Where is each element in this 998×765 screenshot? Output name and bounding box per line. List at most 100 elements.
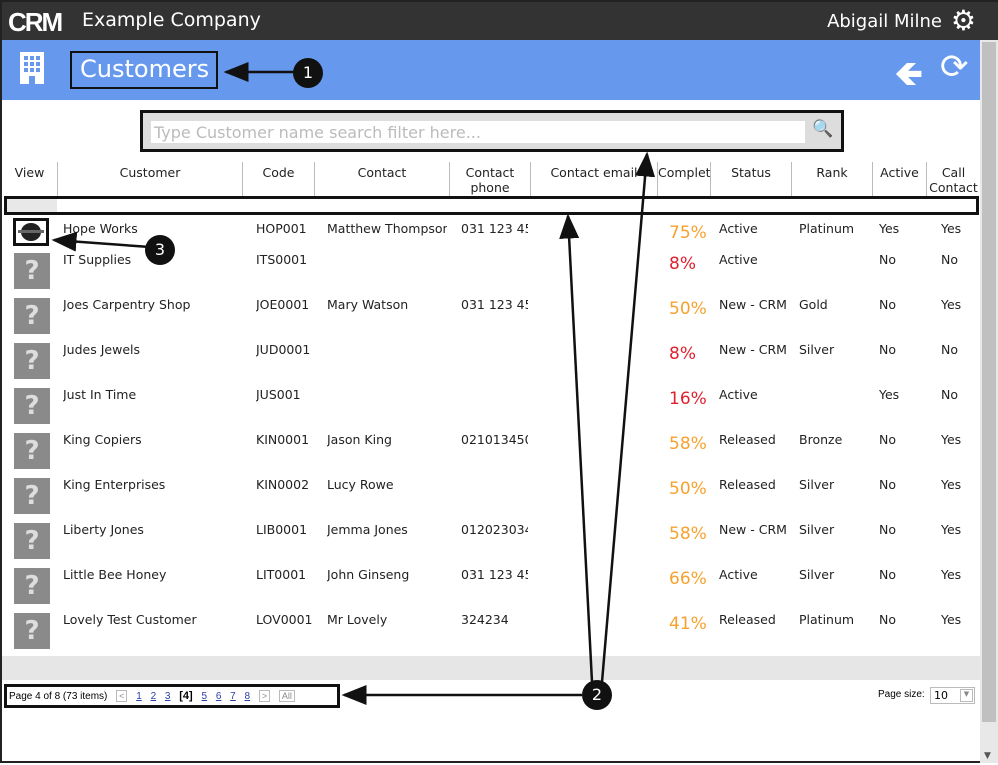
page-link[interactable]: 8 bbox=[244, 690, 251, 702]
page-link[interactable]: 1 bbox=[136, 690, 142, 702]
column-header[interactable]: Customer bbox=[57, 162, 242, 198]
column-header[interactable]: Contact bbox=[314, 162, 449, 198]
user-name[interactable]: Abigail Milne bbox=[827, 11, 942, 32]
cell-complete: 41% bbox=[669, 614, 707, 634]
cell-customer[interactable]: Lovely Test Customer bbox=[63, 612, 197, 627]
cell-rank: Platinum bbox=[799, 612, 855, 627]
show-all-button[interactable]: All bbox=[278, 690, 295, 702]
column-header[interactable]: Active bbox=[872, 162, 926, 198]
cell-status: New - CRM bbox=[719, 522, 787, 537]
cell-active: Yes bbox=[879, 221, 900, 236]
cell-call: Yes bbox=[941, 522, 962, 537]
page-link[interactable]: 2 bbox=[150, 690, 157, 702]
cell-call: No bbox=[941, 387, 958, 402]
cell-complete: 58% bbox=[669, 524, 707, 544]
annotation-badge: 2 bbox=[582, 680, 612, 710]
cell-code: LOV0001 bbox=[256, 612, 312, 627]
column-header[interactable]: Rank bbox=[791, 162, 872, 198]
cell-code: HOP001 bbox=[256, 221, 307, 236]
column-header[interactable]: Complet bbox=[657, 162, 711, 198]
cell-code: LIB0001 bbox=[256, 522, 308, 537]
cell-active: No bbox=[879, 342, 896, 357]
cell-contact: Mr Lovely bbox=[327, 612, 388, 627]
placeholder-image-view-button[interactable]: ? bbox=[14, 433, 50, 469]
cell-phone: 0210134508 bbox=[461, 432, 528, 447]
placeholder-image-view-button[interactable]: ? bbox=[14, 298, 50, 334]
column-header[interactable]: Contact phone bbox=[449, 162, 530, 198]
cell-call: Yes bbox=[941, 432, 962, 447]
cell-customer[interactable]: Joes Carpentry Shop bbox=[63, 297, 191, 312]
search-bar: 🔍 bbox=[140, 110, 844, 152]
column-header[interactable]: Contact email bbox=[530, 162, 657, 198]
cell-code: ITS0001 bbox=[256, 252, 308, 267]
annotation-badge: 1 bbox=[293, 58, 323, 88]
cell-complete: 50% bbox=[669, 479, 707, 499]
gear-icon[interactable]: ⚙ bbox=[950, 4, 976, 37]
cell-rank: Silver bbox=[799, 567, 835, 582]
filter-row[interactable] bbox=[4, 196, 979, 215]
cell-customer[interactable]: Hope Works bbox=[63, 221, 138, 236]
column-header[interactable]: Code bbox=[242, 162, 314, 198]
cell-active: No bbox=[879, 567, 896, 582]
back-arrow-icon[interactable]: 🡸 bbox=[895, 54, 923, 94]
customer-logo-view-button[interactable] bbox=[13, 218, 49, 246]
pager-summary: Page 4 of 8 (73 items) bbox=[9, 690, 108, 702]
next-page-button[interactable]: > bbox=[258, 690, 271, 702]
placeholder-image-view-button[interactable]: ? bbox=[14, 568, 50, 604]
column-header[interactable]: Call Contact bbox=[926, 162, 980, 198]
page-size-select[interactable]: 10 ▼ bbox=[930, 687, 975, 704]
page-link[interactable]: 3 bbox=[164, 690, 171, 702]
placeholder-image-view-button[interactable]: ? bbox=[14, 613, 50, 649]
cell-rank: Silver bbox=[799, 522, 835, 537]
cell-contact: Lucy Rowe bbox=[327, 477, 394, 492]
cell-active: No bbox=[879, 252, 896, 267]
placeholder-image-view-button[interactable]: ? bbox=[14, 523, 50, 559]
title-bar: Customers 🡸 ⟳ bbox=[2, 40, 980, 100]
cell-call: Yes bbox=[941, 567, 962, 582]
chevron-down-icon[interactable]: ▼ bbox=[960, 689, 973, 702]
crm-logo: CRM bbox=[8, 7, 63, 37]
cell-customer[interactable]: King Copiers bbox=[63, 432, 142, 447]
cell-customer[interactable]: IT Supplies bbox=[63, 252, 132, 267]
cell-customer[interactable]: Liberty Jones bbox=[63, 522, 144, 537]
placeholder-image-view-button[interactable]: ? bbox=[14, 478, 50, 514]
cell-call: No bbox=[941, 342, 958, 357]
cell-complete: 8% bbox=[669, 254, 696, 274]
cell-rank: Silver bbox=[799, 477, 835, 492]
cell-call: Yes bbox=[941, 477, 962, 492]
cell-phone: 031 123 456 bbox=[461, 221, 528, 236]
cell-complete: 58% bbox=[669, 434, 707, 454]
search-icon[interactable]: 🔍 bbox=[812, 119, 834, 139]
cell-status: Active bbox=[719, 221, 758, 236]
cell-call: Yes bbox=[941, 297, 962, 312]
cell-phone: 031 123 456 bbox=[461, 297, 528, 312]
column-header[interactable]: View bbox=[14, 165, 45, 180]
cell-complete: 8% bbox=[669, 344, 696, 364]
refresh-icon[interactable]: ⟳ bbox=[940, 47, 969, 87]
column-header[interactable]: Status bbox=[710, 162, 791, 198]
search-input[interactable] bbox=[151, 121, 805, 143]
placeholder-image-view-button[interactable]: ? bbox=[14, 343, 50, 379]
cell-complete: 16% bbox=[669, 389, 707, 409]
cell-contact: Mary Watson bbox=[327, 297, 409, 312]
prev-page-button[interactable]: < bbox=[116, 690, 128, 702]
cell-customer[interactable]: Just In Time bbox=[63, 387, 137, 402]
cell-customer[interactable]: King Enterprises bbox=[63, 477, 166, 492]
top-bar: CRM Example Company Abigail Milne ⚙ bbox=[2, 2, 998, 40]
cell-status: Released bbox=[719, 477, 776, 492]
cell-rank: Silver bbox=[799, 342, 835, 357]
cell-contact: Matthew Thompson bbox=[327, 221, 447, 236]
cell-customer[interactable]: Little Bee Honey bbox=[63, 567, 167, 582]
placeholder-image-view-button[interactable]: ? bbox=[14, 388, 50, 424]
cell-active: No bbox=[879, 612, 896, 627]
scrollbar[interactable]: ▼ bbox=[980, 40, 998, 763]
page-link[interactable]: 6 bbox=[215, 690, 222, 702]
cell-status: Active bbox=[719, 567, 758, 582]
cell-contact: Jason King bbox=[327, 432, 392, 447]
placeholder-image-view-button[interactable]: ? bbox=[14, 253, 50, 289]
cell-complete: 50% bbox=[669, 299, 707, 319]
page-link[interactable]: 7 bbox=[230, 690, 236, 702]
cell-call: Yes bbox=[941, 221, 962, 236]
page-link[interactable]: 5 bbox=[201, 690, 208, 702]
cell-customer[interactable]: Judes Jewels bbox=[63, 342, 140, 357]
